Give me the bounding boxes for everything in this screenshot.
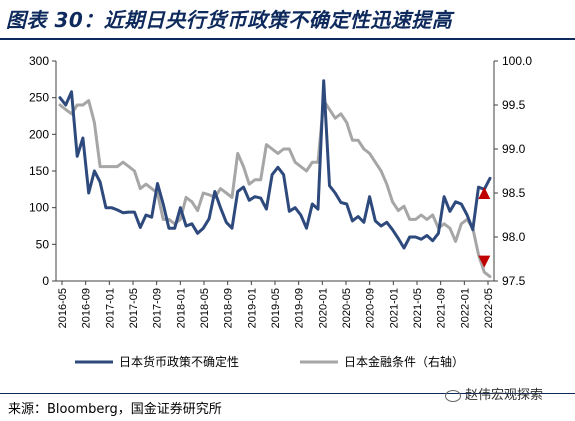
y-right-tick-label: 100.0 bbox=[502, 54, 532, 68]
source-note: 来源：Bloomberg，国金证券研究所 bbox=[8, 402, 222, 417]
series-line-financial-conditions bbox=[58, 99, 492, 279]
x-tick-label: 2018-01 bbox=[175, 288, 187, 328]
title-underline bbox=[0, 38, 575, 40]
x-tick-label: 2021-05 bbox=[412, 288, 424, 328]
chart-title: 图表 30：近期日央行货币政策不确定性迅速提高 bbox=[6, 8, 453, 32]
x-tick-label: 2022-01 bbox=[459, 288, 471, 328]
legend-label-policy-uncertainty: 日本货币政策不确定性 bbox=[119, 354, 239, 369]
y-left-tick-label: 300 bbox=[29, 54, 49, 68]
x-tick-label: 2018-09 bbox=[223, 288, 235, 328]
x-tick-label: 2017-01 bbox=[104, 288, 116, 328]
y-left-tick-label: 50 bbox=[36, 237, 50, 251]
watermark-text: 赵伟宏观探索 bbox=[465, 388, 544, 403]
y-right-tick-label: 99.0 bbox=[502, 142, 526, 156]
x-tick-label: 2020-01 bbox=[317, 288, 329, 328]
x-tick-label: 2017-09 bbox=[152, 288, 164, 328]
y-left-tick-label: 150 bbox=[29, 164, 49, 178]
y-left-tick-label: 100 bbox=[29, 201, 49, 215]
y-right-tick-label: 97.5 bbox=[502, 274, 526, 288]
y-left-tick-label: 250 bbox=[29, 91, 49, 105]
line-chart: 0 50 100 150 200 250 300 97.5 98.0 98.5 99.0 99.5 10… bbox=[29, 54, 532, 369]
y-left-tick-label: 200 bbox=[29, 127, 49, 141]
x-tick-label: 2019-09 bbox=[294, 288, 306, 328]
watermark: 赵伟宏观探索 bbox=[445, 384, 543, 403]
x-tick-label: 2016-05 bbox=[57, 288, 69, 328]
wechat-icon bbox=[445, 389, 461, 402]
up-arrow-marker bbox=[478, 187, 491, 199]
y-right-tick-label: 99.5 bbox=[502, 98, 526, 112]
y-right-tick-label: 98.5 bbox=[502, 186, 526, 200]
x-tick-label: 2020-09 bbox=[365, 288, 377, 328]
legend-label-financial-conditions: 日本金融条件（右轴） bbox=[344, 354, 464, 369]
x-tick-label: 2017-05 bbox=[128, 288, 140, 328]
y-left-tick-label: 0 bbox=[42, 274, 49, 288]
down-arrow-marker bbox=[478, 255, 491, 268]
x-tick-label: 2016-09 bbox=[81, 288, 93, 328]
y-right-tick-label: 98.0 bbox=[502, 230, 526, 244]
x-tick-label: 2018-05 bbox=[199, 288, 211, 328]
footer-divider bbox=[0, 393, 575, 394]
x-tick-label: 2021-01 bbox=[388, 288, 400, 328]
x-tick-label: 2022-05 bbox=[483, 288, 495, 328]
x-tick-label: 2020-05 bbox=[341, 288, 353, 328]
x-tick-label: 2019-01 bbox=[246, 288, 258, 328]
x-tick-label: 2019-05 bbox=[270, 288, 282, 328]
x-tick-label: 2021-09 bbox=[436, 288, 448, 328]
series-line-policy-uncertainty bbox=[58, 79, 492, 250]
